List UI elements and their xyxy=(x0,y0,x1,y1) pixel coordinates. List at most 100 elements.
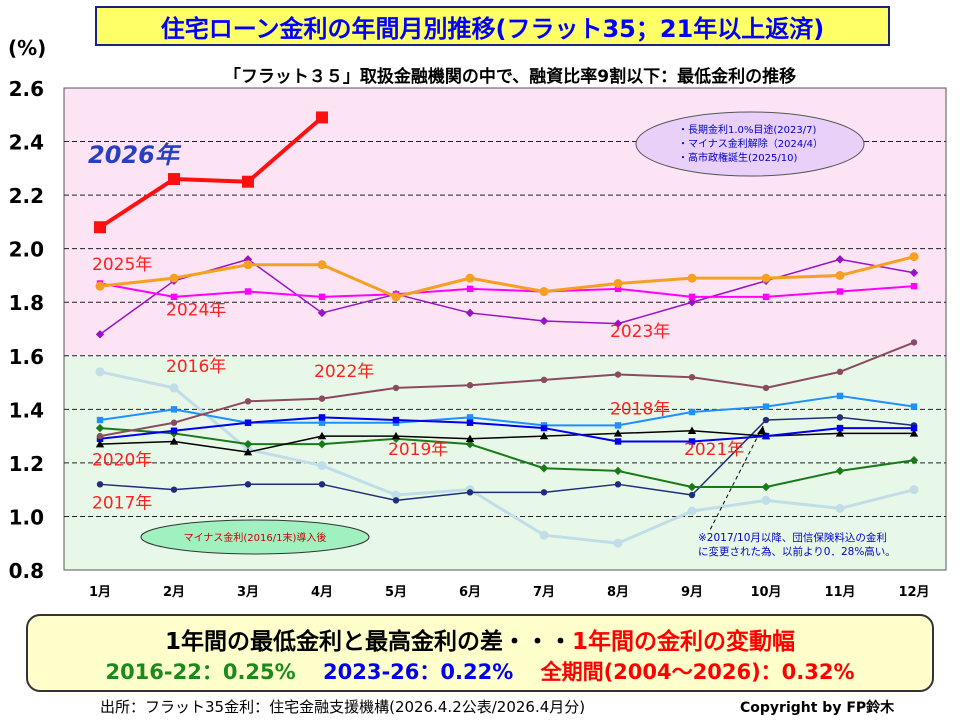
data-point xyxy=(761,482,771,492)
data-point xyxy=(96,481,104,488)
note-arrow-line xyxy=(709,425,764,531)
data-point xyxy=(836,414,844,421)
data-point xyxy=(243,260,253,270)
data-point xyxy=(95,330,105,339)
x-tick-label: 11月 xyxy=(824,585,855,600)
data-point xyxy=(687,273,697,283)
data-point xyxy=(909,485,919,495)
x-tick-label: 4月 xyxy=(311,585,333,600)
data-point xyxy=(170,427,178,434)
data-point xyxy=(169,273,179,283)
data-point xyxy=(688,408,696,416)
data-point xyxy=(762,416,770,424)
summary-heading: 1年間の最低金利と最高金利の差・・・ xyxy=(164,629,572,655)
series-label: 2017年 xyxy=(92,493,152,513)
data-point xyxy=(244,419,252,426)
data-point xyxy=(540,489,548,496)
series-2017年 xyxy=(96,414,918,504)
chart-title-box: 住宅ローン金利の年間月別推移(フラット35；21年以上返済) xyxy=(95,6,890,46)
summary-line-1: 1年間の最低金利と最高金利の差・・・1年間の金利の変動幅 xyxy=(28,622,932,656)
data-point xyxy=(761,495,771,505)
series-line xyxy=(99,394,915,427)
x-tick-label: 8月 xyxy=(607,585,629,600)
data-point xyxy=(244,398,252,405)
y-tick-label: 1.0 xyxy=(9,505,44,529)
y-tick-label: 1.6 xyxy=(9,345,44,369)
data-point xyxy=(243,255,253,264)
series-line xyxy=(99,416,915,502)
data-point xyxy=(836,368,844,376)
data-point xyxy=(96,432,104,440)
data-point xyxy=(613,278,623,288)
data-point xyxy=(318,293,326,301)
data-point xyxy=(614,438,622,445)
data-point xyxy=(614,481,622,488)
copyright: Copyright by FP鈴木 xyxy=(740,700,895,716)
series-label: 2023年 xyxy=(610,322,670,342)
series-line xyxy=(99,416,914,443)
data-point xyxy=(614,285,622,293)
chart-subtitle: 「フラット３５」取扱金融機関の中で、融資比率9割以下：最低金利の推移 xyxy=(223,67,797,87)
data-point xyxy=(95,281,105,291)
data-point xyxy=(835,503,845,513)
data-point xyxy=(835,270,845,280)
series-label: 2022年 xyxy=(314,362,374,382)
data-point xyxy=(909,268,919,277)
data-point xyxy=(909,252,919,262)
data-point xyxy=(613,319,623,328)
data-point xyxy=(96,416,104,424)
data-point xyxy=(762,384,770,392)
data-point xyxy=(317,461,327,471)
plot-frame xyxy=(63,87,947,571)
series-label: 2018年 xyxy=(610,400,670,420)
data-point xyxy=(169,383,179,393)
data-point xyxy=(466,382,474,389)
data-point xyxy=(910,282,918,290)
series-line xyxy=(99,282,915,298)
data-point xyxy=(540,424,548,432)
data-point xyxy=(318,395,326,402)
data-point xyxy=(465,273,475,283)
data-point xyxy=(687,482,697,492)
x-tick-label: 10月 xyxy=(750,585,781,600)
data-point xyxy=(909,429,919,437)
x-tick-label: 7月 xyxy=(533,585,555,600)
x-tick-label: 3月 xyxy=(237,585,259,600)
data-point xyxy=(95,423,105,433)
event-item: ・高市政権誕生(2025/10) xyxy=(678,151,797,164)
y-tick-label: 1.4 xyxy=(9,398,44,422)
series-2026年 xyxy=(94,111,328,234)
series-2022年 xyxy=(96,339,918,440)
data-point xyxy=(317,439,327,449)
series-2023年 xyxy=(95,255,919,339)
y-tick-label: 0.8 xyxy=(9,559,44,583)
data-point xyxy=(688,491,696,499)
data-point xyxy=(540,376,548,384)
event-item: ・長期金利1.0%目途(2023/7) xyxy=(678,123,816,136)
insurance-note-line: に変更された為、以前より0．28%高い。 xyxy=(698,545,896,558)
event-item: ・マイナス金利解除（2024/4） xyxy=(678,137,823,150)
data-point xyxy=(170,293,178,301)
data-point xyxy=(613,429,623,437)
data-point xyxy=(466,489,474,496)
x-tick-label: 5月 xyxy=(385,585,407,600)
data-point xyxy=(169,437,179,445)
data-point xyxy=(466,414,474,421)
data-point xyxy=(170,419,178,426)
data-point xyxy=(835,429,845,437)
data-point xyxy=(242,175,254,188)
y-tick-label: 2.6 xyxy=(9,77,44,101)
x-tick-label: 9月 xyxy=(681,585,703,600)
data-point xyxy=(466,285,474,293)
data-point xyxy=(318,419,326,426)
series-2025年 xyxy=(95,252,919,302)
data-point xyxy=(836,424,844,432)
data-point xyxy=(317,431,327,440)
data-point xyxy=(539,530,549,540)
summary-heading-red: 1年間の金利の変動幅 xyxy=(572,629,796,655)
data-point xyxy=(762,403,770,410)
y-tick-label: 1.8 xyxy=(9,291,44,315)
data-point xyxy=(688,293,696,301)
data-point xyxy=(688,438,696,445)
data-point xyxy=(392,384,400,392)
